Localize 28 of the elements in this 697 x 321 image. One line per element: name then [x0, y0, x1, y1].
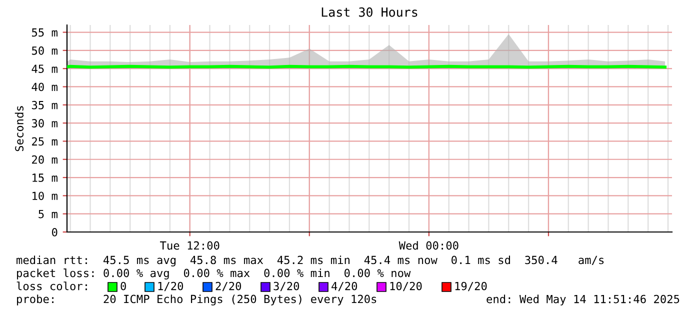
- y-axis-title: Seconds: [14, 106, 24, 152]
- legend-label: 19/20: [455, 282, 487, 292]
- x-tick-label: Tue 12:00: [160, 241, 220, 250]
- text: probe: 20 ICMP Echo Pings (250 Bytes) every 120s: [17, 294, 376, 306]
- legend-label: 2/20: [216, 282, 242, 292]
- y-tick-label: 50 m: [32, 46, 58, 55]
- chart-title: Last 30 Hours: [322, 7, 418, 17]
- y-tick-label: 15 m: [32, 174, 58, 182]
- legend-label: 4/20: [332, 282, 358, 292]
- legend-label: 0: [120, 282, 126, 290]
- y-tick-label: 5 m: [38, 210, 58, 218]
- legend-label: 10/20: [390, 282, 422, 292]
- y-tick-label: 35 m: [32, 100, 58, 110]
- y-tick-label: 20 m: [32, 155, 58, 164]
- y-tick-label: 10 m: [32, 192, 58, 200]
- legend-title: loss color:: [16, 282, 87, 290]
- text: end: Wed May 14 11:51:46 2025: [486, 294, 680, 306]
- x-tick-label: Wed 00:00: [398, 241, 458, 250]
- y-tick-label: 0: [52, 228, 58, 236]
- y-tick-label: 45 m: [32, 64, 58, 73]
- legend-label: 3/20: [274, 282, 300, 292]
- y-tick-label: 55 m: [32, 28, 58, 37]
- y-tick-label: 30 m: [32, 119, 58, 128]
- text: packet loss: 0.00 % avg 0.00 % max 0.00 % min 0.00 % now: [17, 268, 411, 280]
- y-tick-label: 40 m: [32, 82, 58, 92]
- y-tick-label: 25 m: [32, 137, 58, 146]
- legend-label: 1/20: [158, 282, 184, 292]
- text: median rtt: 45.5 ms avg 45.8 ms max 45.2 ms min 45.4 ms now 0.1 ms sd 350.4 am/s: [16, 256, 604, 266]
